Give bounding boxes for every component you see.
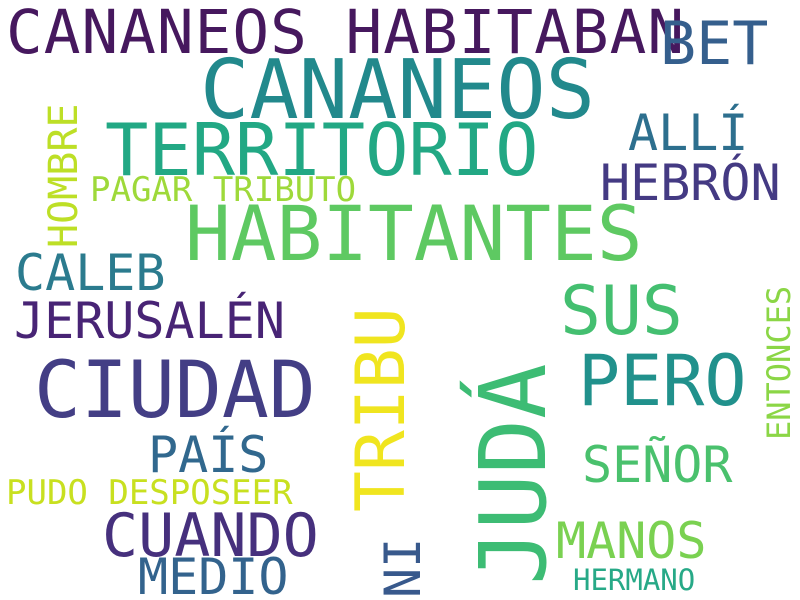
word-hombre: HOMBRE — [41, 103, 87, 249]
word-medio: MEDIO — [138, 548, 289, 600]
word-jerusalen: JERUSALÉN — [14, 292, 285, 350]
word-hebron: HEBRÓN — [600, 154, 781, 212]
word-bet: BET — [660, 9, 769, 79]
word-pero: PERO — [578, 340, 747, 422]
word-manos: MANOS — [556, 512, 707, 570]
word-senor: SEÑOR — [582, 436, 733, 494]
word-juda: JUDÁ — [460, 363, 567, 585]
word-alli: ALLÍ — [628, 104, 749, 162]
word-sus: SUS — [560, 272, 683, 351]
word-cananeos-habitaban: CANANEOS HABITABAN — [6, 0, 686, 68]
word-pais: PAÍS — [148, 426, 269, 484]
word-habitantes: HABITANTES — [185, 189, 643, 278]
word-ni: NI — [374, 537, 432, 598]
word-tribu: TRIBU — [342, 307, 421, 512]
word-pudo-desposeer: PUDO DESPOSEER — [6, 473, 293, 513]
word-caleb: CALEB — [15, 244, 166, 302]
word-pagar-tributo: PAGAR TRIBUTO — [90, 170, 357, 210]
word-hermano: HERMANO — [573, 563, 696, 597]
word-entonces: ENTONCES — [760, 285, 798, 440]
word-cananeos: CANANEOS — [200, 43, 595, 138]
word-cuando: CUANDO — [102, 501, 319, 571]
word-ciudad: CIUDAD — [34, 346, 316, 436]
word-territorio: TERRITORIO — [105, 108, 539, 192]
